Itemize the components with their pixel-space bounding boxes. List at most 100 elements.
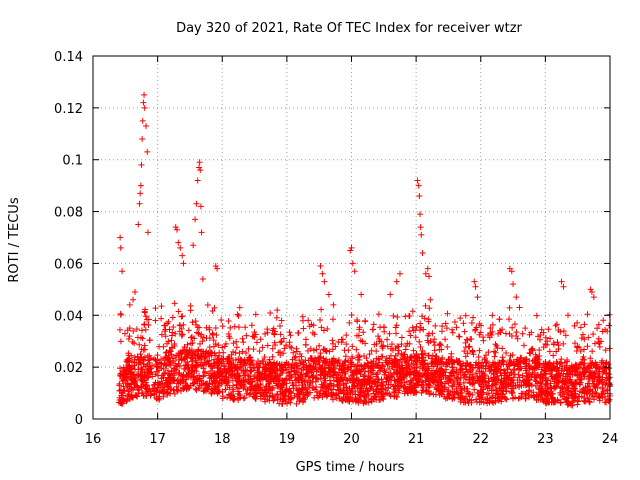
data-point: [560, 378, 567, 385]
data-point: [502, 370, 509, 377]
data-point: [343, 332, 350, 339]
data-point: [236, 304, 243, 311]
data-point: [368, 347, 375, 354]
data-point: [278, 338, 285, 345]
data-point: [360, 373, 367, 380]
data-point: [175, 350, 182, 357]
data-point: [116, 382, 123, 389]
data-point: [584, 384, 591, 391]
data-point: [581, 356, 588, 363]
data-point: [175, 239, 182, 246]
data-point: [403, 364, 410, 371]
data-point: [200, 388, 207, 395]
data-point: [142, 392, 149, 399]
data-point: [581, 365, 588, 372]
data-point: [145, 321, 152, 328]
data-point: [533, 353, 540, 360]
data-point: [489, 321, 496, 328]
data-point: [206, 335, 213, 342]
data-point: [453, 324, 460, 331]
data-point: [126, 301, 133, 308]
data-point: [488, 387, 495, 394]
data-point: [240, 339, 247, 346]
data-point: [309, 385, 316, 392]
data-point: [516, 394, 523, 401]
data-point: [464, 397, 471, 404]
data-point: [492, 381, 499, 388]
data-point: [312, 364, 319, 371]
data-point: [134, 353, 141, 360]
data-point: [305, 317, 312, 324]
y-tick-label: 0.12: [54, 102, 83, 117]
data-point: [560, 283, 567, 290]
data-point: [188, 358, 195, 365]
data-point: [431, 373, 438, 380]
data-point: [425, 388, 432, 395]
data-point: [417, 211, 424, 218]
data-point: [219, 395, 226, 402]
data-point: [156, 343, 163, 350]
data-point: [330, 371, 337, 378]
data-point: [343, 341, 350, 348]
data-point: [542, 334, 549, 341]
data-point: [589, 348, 596, 355]
data-point: [216, 368, 223, 375]
data-point: [335, 378, 342, 385]
data-point: [351, 268, 358, 275]
data-point: [167, 362, 174, 369]
data-point: [328, 382, 335, 389]
data-point: [200, 348, 207, 355]
data-point: [454, 375, 461, 382]
data-point: [587, 286, 594, 293]
data-point: [341, 347, 348, 354]
data-point: [502, 395, 509, 402]
data-point: [131, 366, 138, 373]
data-point: [139, 335, 146, 342]
data-point: [581, 321, 588, 328]
data-point: [237, 363, 244, 370]
data-point: [544, 364, 551, 371]
data-point: [582, 388, 589, 395]
data-point: [602, 361, 609, 368]
data-point: [286, 329, 293, 336]
data-point: [463, 336, 470, 343]
data-point: [574, 319, 581, 326]
data-point: [409, 308, 416, 315]
data-point: [293, 400, 300, 407]
data-point: [499, 358, 506, 365]
data-point: [144, 148, 151, 155]
data-point: [508, 268, 515, 275]
data-point: [603, 370, 610, 377]
data-point: [234, 311, 241, 318]
data-point: [218, 381, 225, 388]
data-point: [511, 366, 518, 373]
data-point: [433, 353, 440, 360]
data-point: [361, 390, 368, 397]
data-point: [542, 387, 549, 394]
data-point: [369, 383, 376, 390]
data-point: [189, 319, 196, 326]
data-point: [302, 336, 309, 343]
data-point: [329, 346, 336, 353]
data-point: [205, 361, 212, 368]
data-point: [252, 311, 259, 318]
data-point: [222, 386, 229, 393]
data-point: [515, 395, 522, 402]
data-point: [329, 396, 336, 403]
data-point: [295, 330, 302, 337]
data-point: [178, 350, 185, 357]
data-point: [327, 380, 334, 387]
data-point: [119, 378, 126, 385]
data-point: [176, 369, 183, 376]
data-point: [211, 356, 218, 363]
data-point: [274, 366, 281, 373]
data-point: [472, 283, 479, 290]
data-point: [579, 370, 586, 377]
data-point: [154, 363, 161, 370]
data-point: [601, 365, 608, 372]
data-point: [334, 359, 341, 366]
data-point: [439, 323, 446, 330]
data-point: [413, 323, 420, 330]
data-point: [158, 361, 165, 368]
data-point: [485, 363, 492, 370]
